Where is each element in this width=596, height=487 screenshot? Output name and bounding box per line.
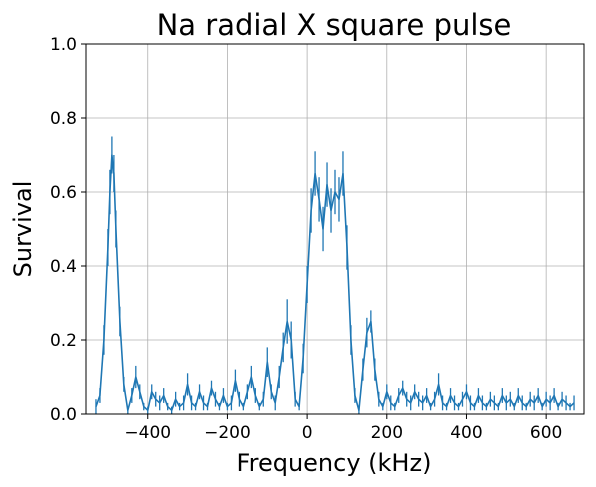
- y-tick-label: 0.8: [50, 109, 77, 129]
- y-axis-label: Survival: [9, 181, 37, 278]
- x-axis-label: Frequency (kHz): [237, 449, 432, 477]
- x-tick-label: 0: [302, 423, 313, 443]
- chart-title: Na radial X square pulse: [157, 8, 512, 42]
- x-tick-label: 200: [371, 423, 403, 443]
- x-axis: −400 −200 0 200 400 600: [124, 414, 562, 443]
- series-line: [95, 154, 575, 412]
- y-tick-label: 0.4: [50, 257, 77, 277]
- x-tick-label: 600: [530, 423, 562, 443]
- x-tick-label: −200: [204, 423, 251, 443]
- y-tick-label: 0.6: [50, 183, 77, 203]
- plot-area-frame: [85, 43, 585, 415]
- plot-series: [95, 136, 575, 414]
- y-tick-label: 1.0: [50, 35, 77, 55]
- y-axis: 0.0 0.2 0.4 0.6 0.8 1.0: [50, 35, 86, 425]
- y-tick-label: 0.2: [50, 331, 77, 351]
- y-tick-label: 0.0: [50, 405, 77, 425]
- x-tick-label: −400: [124, 423, 171, 443]
- x-tick-label: 400: [450, 423, 482, 443]
